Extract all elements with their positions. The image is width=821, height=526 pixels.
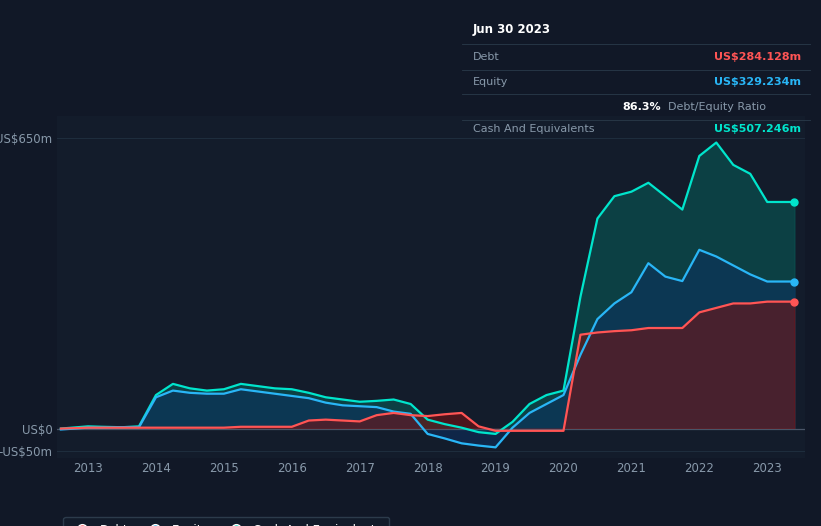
Text: Debt: Debt bbox=[473, 52, 499, 62]
Text: US$329.234m: US$329.234m bbox=[713, 77, 800, 87]
Text: Jun 30 2023: Jun 30 2023 bbox=[473, 23, 551, 36]
Text: 86.3%: 86.3% bbox=[623, 103, 662, 113]
Text: US$284.128m: US$284.128m bbox=[713, 52, 800, 62]
Text: Debt/Equity Ratio: Debt/Equity Ratio bbox=[668, 103, 766, 113]
Text: US$507.246m: US$507.246m bbox=[713, 124, 800, 134]
Text: Equity: Equity bbox=[473, 77, 508, 87]
Legend: Debt, Equity, Cash And Equivalents: Debt, Equity, Cash And Equivalents bbox=[63, 517, 389, 526]
Text: Cash And Equivalents: Cash And Equivalents bbox=[473, 124, 594, 134]
